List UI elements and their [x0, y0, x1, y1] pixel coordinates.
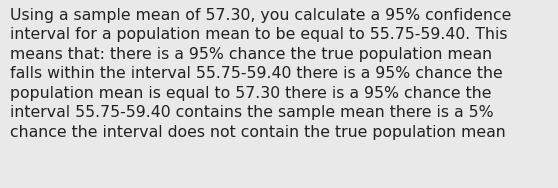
Text: Using a sample mean of 57.30, you calculate a 95% confidence
interval for a popu: Using a sample mean of 57.30, you calcul… [10, 8, 512, 140]
